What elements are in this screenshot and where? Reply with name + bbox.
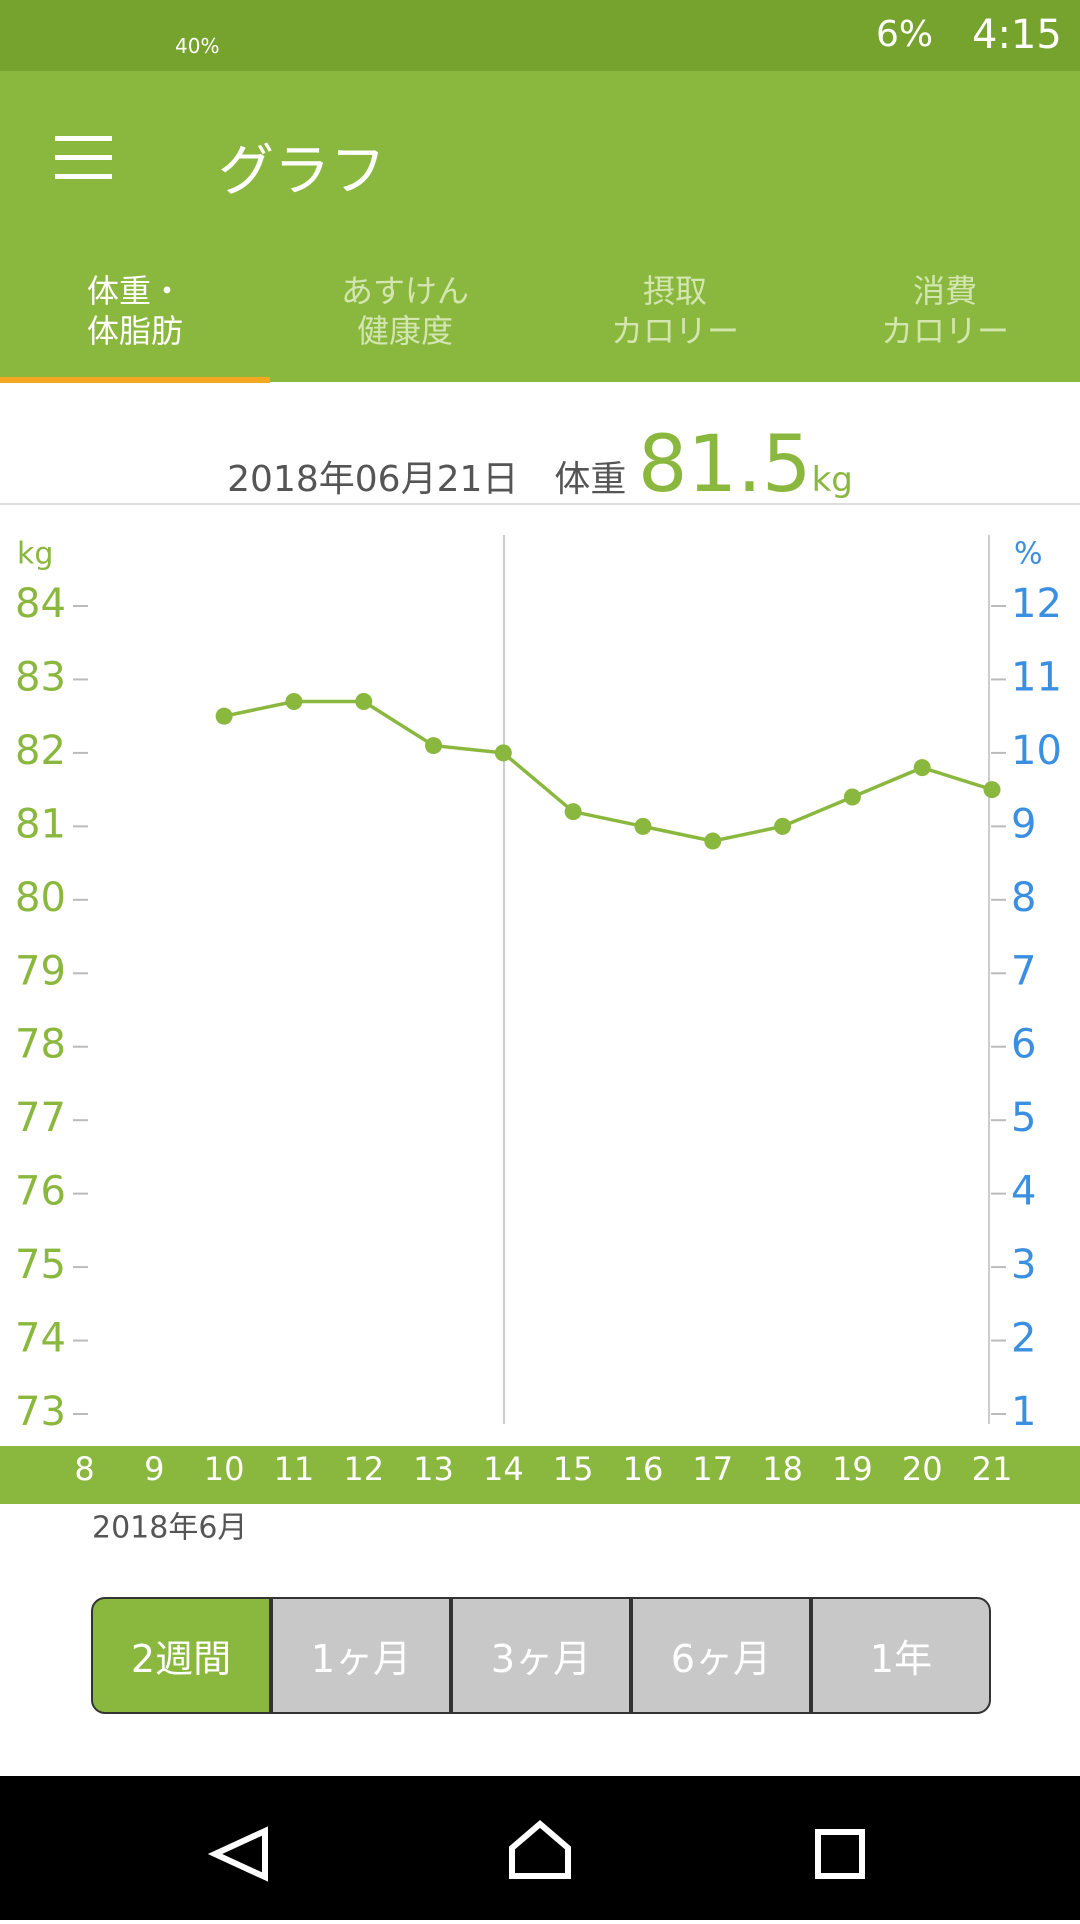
unit: kg [811,460,853,500]
range-button[interactable]: 3ヶ月 [451,1597,631,1714]
tab-label: 健康度 [356,312,453,350]
back-button[interactable] [207,1826,268,1882]
label: 体重 [554,459,627,500]
tab-indicator [0,377,270,383]
data-point [843,788,861,806]
y2-tick-label: 4 [1011,1169,1036,1215]
y-tick-label: 76 [15,1169,66,1215]
x-tick-label: 20 [902,1450,943,1488]
tab-label: 消費 [912,272,977,310]
y-tick-label: 80 [15,875,66,921]
data-point [634,817,652,835]
range-button[interactable]: 2週間 [91,1597,271,1714]
chart: kg % 2018年6月 737475767778798081828384123… [0,535,1080,1546]
y-tick-label: 79 [15,948,66,994]
x-tick-label: 15 [553,1450,594,1488]
tab-label: 体脂肪 [86,312,183,350]
data-point [355,692,373,710]
data-point [913,759,931,777]
tab-label: あすけん [340,272,469,310]
data-point [564,803,582,821]
data-point [494,744,512,762]
title: グラフ [218,139,386,204]
y-tick-label: 84 [15,581,66,627]
tab-label: 摂取 [642,272,707,310]
y-tick-label: 74 [15,1316,66,1362]
status-bar: 40% 6% 4:15 [0,0,1080,71]
data-point [774,817,792,835]
x-tick-label: 10 [204,1450,245,1488]
y2-tick-label: 6 [1011,1022,1036,1068]
weather-text: 40% [175,34,220,58]
data-point [983,781,1001,799]
y2-tick-label: 7 [1011,948,1036,994]
y-tick-label: 83 [15,654,66,700]
clock: 4:15 [972,12,1062,58]
x-axis-label: 2018年6月 [92,1511,247,1546]
tab-label: カロリー [610,312,739,350]
date: 2018年06月21日 [227,459,519,500]
tab[interactable]: 摂取 カロリー [540,271,810,351]
y-axis-label: kg [17,537,53,572]
x-tick-label: 14 [483,1450,524,1488]
x-tick-label: 18 [762,1450,803,1488]
x-tick-label: 19 [832,1450,873,1488]
tab[interactable]: 消費 カロリー [810,271,1080,351]
y-tick-label: 73 [15,1389,66,1435]
x-axis-band [0,1446,1080,1504]
y2-tick-label: 3 [1011,1242,1036,1288]
y2-tick-label: 10 [1011,728,1062,774]
range-button[interactable]: 1ヶ月 [271,1597,451,1714]
x-tick-label: 17 [692,1450,733,1488]
y2-tick-label: 2 [1011,1316,1036,1362]
battery-text: 6% [876,14,934,55]
data-point [425,737,443,755]
summary: 2018年06月21日 体重 81.5kg [0,420,1080,510]
x-tick-label: 8 [74,1450,94,1488]
y-tick-label: 82 [15,728,66,774]
y-tick-label: 77 [15,1095,66,1141]
y2-tick-label: 8 [1011,875,1036,921]
data-line [223,699,993,843]
tab[interactable]: 体重・ 体脂肪 [0,271,270,351]
x-tick-label: 9 [144,1450,164,1488]
tab-label: 体重・ [86,272,183,310]
y2-tick-label: 1 [1011,1389,1036,1435]
range-button[interactable]: 1年 [811,1597,991,1714]
y-tick-label: 78 [15,1022,66,1068]
app-bar: グラフ 体重・ 体脂肪 あすけん 健康度 摂取 カロリー 消費 カロリー [0,71,1080,383]
menu-button[interactable] [55,136,115,180]
y2-tick-label: 5 [1011,1095,1036,1141]
data-point [215,707,233,725]
home-button[interactable] [509,1820,571,1879]
y2-tick-label: 12 [1011,581,1062,627]
recents-button[interactable] [815,1829,865,1879]
x-tick-label: 13 [413,1450,454,1488]
data-point [704,832,722,850]
y2-axis-label: % [1014,537,1043,572]
nav-bar [0,1776,1080,1920]
y-tick-label: 81 [15,801,66,847]
y-tick-label: 75 [15,1242,66,1288]
x-tick-label: 21 [972,1450,1013,1488]
tab[interactable]: あすけん 健康度 [270,271,540,351]
range-button[interactable]: 6ヶ月 [631,1597,811,1714]
y2-tick-label: 11 [1011,654,1062,700]
weight-value: 81.5 [637,420,812,510]
data-point [285,692,303,710]
nav-icons [207,1820,865,1882]
x-tick-label: 12 [343,1450,384,1488]
x-tick-label: 11 [274,1450,315,1488]
y2-tick-label: 9 [1011,801,1036,847]
separator [0,503,1080,505]
tab-label: カロリー [880,312,1009,350]
x-tick-label: 16 [623,1450,664,1488]
